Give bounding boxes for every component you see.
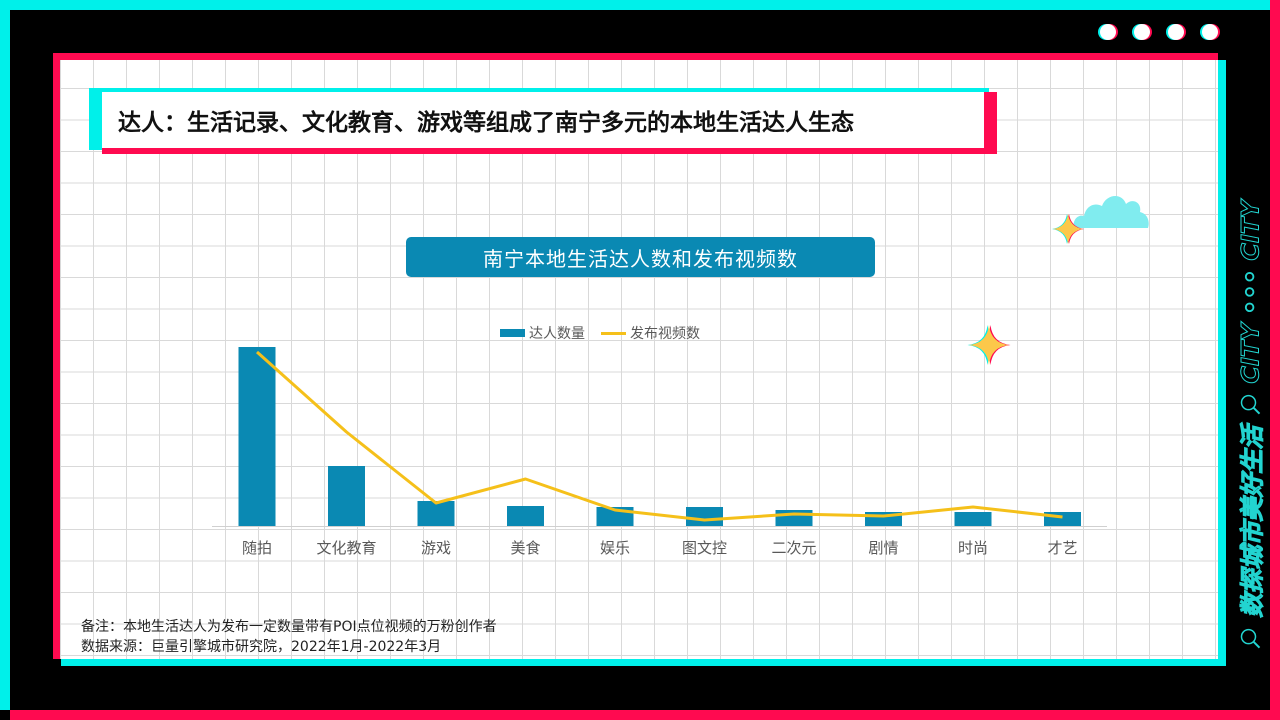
- outer-frame-left: [0, 0, 10, 710]
- legend-line-swatch: [601, 331, 626, 335]
- footnote: 备注：本地生活达人为发布一定数量带有POI点位视频的万粉创作者: [81, 619, 497, 635]
- x-axis-label: 游戏: [420, 539, 452, 557]
- x-axis-label: 才艺: [1047, 539, 1078, 557]
- x-axis-label: 时尚: [957, 539, 989, 557]
- x-axis-label: 剧情: [868, 539, 899, 557]
- outer-frame-right: [1270, 0, 1280, 720]
- legend-label-bar: 达人数量: [529, 326, 585, 342]
- side-banner: 数探城市美好生活 CITY ◦◦◦ CITY: [1233, 200, 1268, 649]
- video-count-line: [256, 350, 1063, 522]
- search-icon: [1240, 394, 1260, 415]
- bar: [507, 506, 544, 526]
- bar: [238, 347, 276, 526]
- dot-icon: [1202, 24, 1218, 40]
- chart-legend: 达人数量 发布视频数: [500, 323, 700, 343]
- page-title: 达人：生活记录、文化教育、游戏等组成了南宁多元的本地生活达人生态: [118, 110, 854, 136]
- x-axis-label: 文化教育: [316, 539, 377, 557]
- bar: [686, 507, 723, 526]
- data-source: 数据来源：巨量引擎城市研究院，2022年1月-2022年3月: [81, 639, 442, 655]
- bar: [328, 466, 365, 526]
- outer-frame-bottom: [10, 710, 1280, 720]
- outer-frame-top: [0, 0, 1280, 10]
- cloud-icon: [1073, 195, 1149, 228]
- side-banner-en: CITY ◦◦◦ CITY: [1236, 200, 1265, 384]
- legend-label-line: 发布视频数: [630, 326, 700, 342]
- x-axis-label: 美食: [510, 539, 541, 557]
- sparkle-icon: [967, 325, 1011, 365]
- chart-title: 南宁本地生活达人数和发布视频数: [406, 237, 875, 277]
- dot-icon: [1134, 24, 1150, 40]
- x-axis-label: 图文控: [681, 539, 728, 557]
- search-icon: [1240, 628, 1260, 649]
- side-banner-cn: 数探城市美好生活: [1238, 425, 1267, 618]
- sparkle-icon: [1052, 214, 1084, 244]
- page-title-box: 达人：生活记录、文化教育、游戏等组成了南宁多元的本地生活达人生态: [102, 92, 984, 148]
- legend-bar-swatch: [500, 329, 525, 337]
- x-axis-label: 二次元: [771, 539, 817, 557]
- window-dots: [1100, 24, 1218, 40]
- x-axis-label: 娱乐: [599, 539, 631, 557]
- dot-icon: [1100, 24, 1116, 40]
- x-axis-label: 随拍: [241, 539, 273, 557]
- bar: [775, 510, 813, 526]
- bar: [417, 501, 455, 526]
- bar: [954, 512, 992, 526]
- dot-icon: [1168, 24, 1184, 40]
